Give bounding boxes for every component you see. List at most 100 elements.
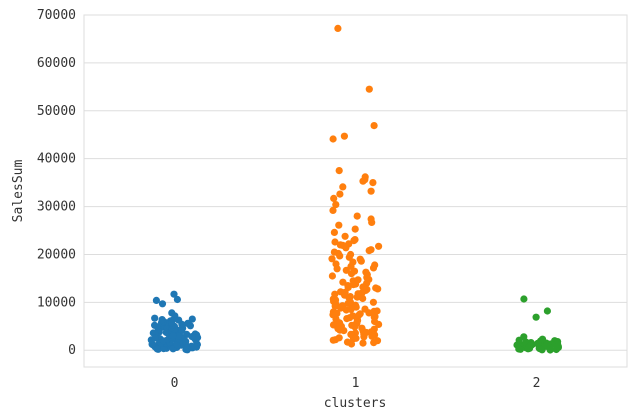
- data-point-cluster-1: [352, 334, 360, 342]
- data-point-cluster-1: [362, 328, 370, 337]
- data-point-cluster-1: [340, 132, 348, 140]
- data-point-cluster-1: [370, 339, 378, 347]
- data-point-cluster-1: [358, 324, 366, 332]
- data-point-cluster-1: [375, 242, 383, 250]
- data-point-cluster-0: [151, 334, 159, 342]
- data-point-cluster-0: [188, 315, 196, 323]
- x-tick-label: 1: [352, 376, 360, 391]
- data-point-cluster-1: [330, 248, 338, 256]
- data-point-cluster-1: [353, 293, 361, 301]
- data-point-cluster-1: [338, 302, 347, 310]
- data-point-cluster-1: [375, 320, 383, 328]
- data-point-cluster-1: [359, 177, 367, 185]
- data-point-cluster-1: [367, 187, 375, 195]
- data-point-cluster-1: [368, 332, 376, 340]
- data-point-cluster-0: [187, 342, 196, 350]
- y-tick-label: 50000: [37, 104, 76, 119]
- data-point-cluster-0: [173, 341, 181, 349]
- data-point-cluster-1: [371, 261, 379, 269]
- data-point-cluster-1: [336, 241, 344, 249]
- data-point-cluster-1: [342, 266, 350, 274]
- data-point-cluster-1: [328, 272, 336, 280]
- data-point-cluster-1: [334, 24, 342, 32]
- data-point-cluster-1: [369, 179, 377, 187]
- data-point-cluster-1: [351, 323, 359, 331]
- data-point-cluster-1: [331, 238, 339, 246]
- data-point-cluster-1: [336, 319, 344, 327]
- data-point-cluster-1: [342, 244, 350, 252]
- data-point-cluster-1: [347, 250, 355, 259]
- data-point-cluster-1: [335, 221, 343, 229]
- data-point-cluster-1: [351, 225, 359, 233]
- data-point-cluster-1: [354, 276, 362, 284]
- data-point-cluster-1: [355, 311, 363, 319]
- data-point-cluster-2: [543, 307, 552, 315]
- data-point-cluster-0: [188, 333, 196, 341]
- data-point-cluster-0: [194, 333, 202, 342]
- data-point-cluster-0: [173, 295, 181, 304]
- data-point-cluster-1: [356, 255, 364, 263]
- data-point-cluster-1: [359, 294, 367, 303]
- data-point-cluster-2: [532, 313, 540, 321]
- data-point-cluster-0: [162, 328, 170, 337]
- data-point-cluster-1: [328, 255, 336, 263]
- y-tick-label: 60000: [37, 56, 76, 71]
- data-point-cluster-1: [335, 167, 343, 175]
- data-point-cluster-1: [333, 309, 341, 317]
- data-point-cluster-0: [152, 296, 160, 304]
- data-point-cluster-1: [374, 285, 382, 293]
- data-point-cluster-1: [346, 293, 354, 301]
- data-point-cluster-1: [341, 232, 349, 240]
- data-point-cluster-0: [158, 300, 167, 308]
- data-point-cluster-1: [367, 246, 375, 254]
- data-point-cluster-1: [370, 307, 378, 315]
- data-point-cluster-1: [359, 339, 367, 347]
- data-point-cluster-1: [339, 278, 347, 286]
- data-point-cluster-0: [182, 337, 190, 345]
- data-point-cluster-1: [336, 190, 344, 198]
- data-point-cluster-2: [544, 340, 552, 348]
- y-tick-label: 0: [68, 343, 76, 358]
- data-point-cluster-1: [329, 336, 337, 344]
- data-point-cluster-0: [178, 327, 186, 335]
- y-tick-label: 10000: [37, 295, 76, 310]
- data-point-cluster-1: [369, 298, 377, 306]
- data-point-cluster-1: [353, 212, 361, 220]
- data-point-cluster-1: [347, 330, 355, 338]
- data-point-cluster-1: [346, 298, 354, 306]
- data-point-cluster-1: [330, 228, 338, 236]
- data-point-cluster-0: [186, 322, 194, 330]
- data-point-cluster-0: [168, 319, 176, 327]
- data-point-cluster-1: [370, 122, 378, 130]
- data-point-cluster-0: [170, 290, 178, 298]
- data-point-cluster-1: [370, 313, 378, 321]
- data-point-cluster-2: [554, 342, 562, 350]
- y-axis-label: SalesSum: [11, 160, 26, 223]
- data-point-cluster-2: [534, 339, 542, 347]
- data-points: [147, 24, 563, 354]
- data-point-cluster-1: [344, 283, 352, 292]
- x-tick-labels: 0 1 2: [171, 376, 541, 391]
- y-tick-label: 30000: [37, 200, 76, 215]
- y-tick-label: 70000: [37, 8, 76, 23]
- y-tick-label: 40000: [37, 152, 76, 167]
- data-point-cluster-1: [347, 270, 356, 278]
- x-axis-label: clusters: [324, 396, 387, 411]
- data-point-cluster-1: [336, 252, 344, 260]
- data-point-cluster-1: [368, 218, 376, 226]
- data-point-cluster-1: [363, 273, 371, 281]
- data-point-cluster-1: [340, 327, 348, 335]
- data-point-cluster-0: [175, 332, 183, 340]
- data-point-cluster-1: [330, 194, 338, 202]
- data-point-cluster-0: [153, 345, 161, 353]
- data-point-cluster-2: [515, 345, 523, 353]
- data-point-cluster-1: [332, 201, 340, 209]
- data-point-cluster-1: [365, 85, 373, 93]
- data-point-cluster-1: [343, 338, 352, 346]
- data-point-cluster-1: [350, 237, 358, 245]
- data-point-cluster-2: [520, 295, 528, 303]
- data-point-cluster-1: [339, 183, 347, 191]
- data-point-cluster-1: [329, 206, 337, 214]
- x-tick-label: 0: [171, 376, 179, 391]
